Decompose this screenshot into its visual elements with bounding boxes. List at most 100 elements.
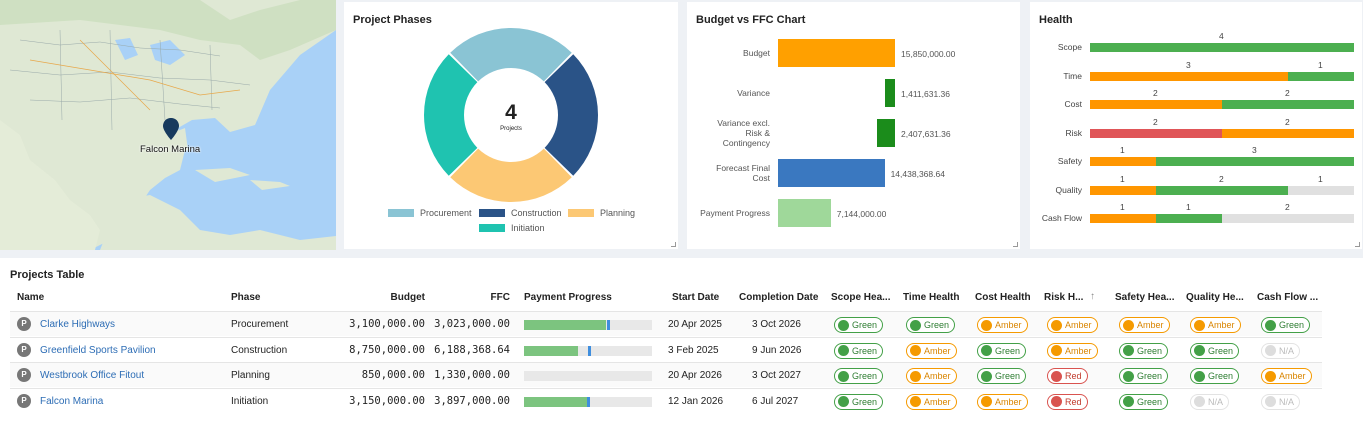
bar-label: Payment Progress	[700, 208, 770, 218]
column-header[interactable]: Budget	[390, 292, 425, 303]
health-status-badge: Green	[1261, 317, 1311, 333]
bar-value-label: 2,407,631.36	[901, 129, 951, 139]
donut-slice-procurement[interactable]	[450, 27, 572, 82]
health-bar-segment[interactable]	[1090, 157, 1156, 166]
health-bar-segment[interactable]	[1156, 185, 1288, 195]
map-panel[interactable]: Falcon Marina	[0, 0, 336, 250]
donut-slice-initiation[interactable]	[424, 54, 478, 176]
sort-arrow-up-icon[interactable]: ↑	[1090, 291, 1095, 302]
health-segment-count: 2	[1285, 116, 1290, 127]
health-status-badge: Amber	[977, 317, 1028, 333]
bar[interactable]	[778, 159, 885, 187]
health-bar-segment[interactable]	[1156, 214, 1222, 223]
project-name-link[interactable]: Clarke Highways	[40, 319, 116, 330]
health-bar-segment[interactable]	[1222, 214, 1354, 223]
table-row[interactable]: P Falcon Marina Initiation 3,150,000.00 3,89…	[10, 387, 1322, 413]
table-row[interactable]: P Greenfield Sports Pavilion Construction 8…	[10, 336, 1322, 362]
health-bar-segment[interactable]	[1288, 185, 1354, 195]
health-segment-count: 1	[1186, 202, 1191, 212]
status-dot-icon	[1051, 370, 1062, 382]
project-name-link[interactable]: Westbrook Office Fitout	[40, 370, 145, 381]
status-dot-icon	[838, 319, 849, 331]
health-bar-segment[interactable]	[1090, 214, 1156, 223]
map-marker-label: Falcon Marina	[140, 144, 201, 155]
health-bar-segment[interactable]	[1090, 185, 1156, 195]
health-bar-segment[interactable]	[1090, 71, 1288, 81]
map-marker-icon[interactable]	[162, 117, 180, 141]
status-label: Amber	[1065, 320, 1092, 330]
column-header[interactable]: FFC	[490, 292, 510, 303]
donut-slice-construction[interactable]	[544, 54, 598, 176]
status-label: N/A	[1208, 396, 1224, 407]
column-header[interactable]: Quality He...	[1186, 292, 1244, 303]
health-bar-segment[interactable]	[1090, 100, 1222, 109]
status-dot-icon	[1194, 345, 1205, 356]
payment-progress-bar	[524, 396, 652, 407]
legend-swatch	[479, 224, 505, 232]
health-bar-segment[interactable]	[1222, 100, 1354, 109]
status-label: Amber	[924, 396, 951, 407]
project-icon: P	[17, 342, 31, 357]
bar[interactable]	[778, 199, 831, 227]
legend-label: Construction	[511, 208, 562, 218]
column-header[interactable]: Cost Health	[975, 292, 1031, 303]
column-header[interactable]: Completion Date	[739, 292, 819, 303]
status-dot-icon	[1194, 319, 1205, 331]
resize-handle[interactable]	[671, 242, 676, 247]
column-header[interactable]: Phase	[231, 292, 261, 303]
health-bar-segment[interactable]	[1288, 71, 1354, 81]
donut-slice-planning[interactable]	[450, 148, 572, 202]
column-header[interactable]: Payment Progress	[524, 292, 612, 303]
legend-item-construction[interactable]: Construction	[479, 208, 562, 218]
legend-swatch	[388, 209, 414, 217]
health-row-label: Cost	[1064, 99, 1082, 109]
column-header[interactable]: Cash Flow ...	[1257, 292, 1319, 303]
status-label: Amber	[1065, 345, 1092, 356]
column-header[interactable]: Risk H...	[1044, 292, 1084, 303]
completion-date-cell: 9 Jun 2026	[752, 344, 802, 356]
status-label: Amber	[995, 320, 1022, 330]
table-row[interactable]: P Westbrook Office Fitout Planning 850,000.…	[10, 362, 1322, 387]
project-name-link[interactable]: Falcon Marina	[40, 395, 104, 407]
status-dot-icon	[910, 370, 921, 382]
health-bar-segment[interactable]	[1222, 128, 1354, 138]
column-header[interactable]: Name	[17, 292, 45, 303]
bar[interactable]	[884, 79, 895, 107]
status-dot-icon	[838, 396, 849, 407]
legend-swatch	[479, 209, 505, 217]
health-row-label: Time	[1063, 70, 1082, 81]
donut-chart[interactable]	[344, 2, 678, 202]
health-status-badge: Green	[1119, 342, 1169, 359]
resize-handle[interactable]	[1013, 242, 1018, 247]
health-bar-segment[interactable]	[1156, 157, 1354, 166]
resize-handle[interactable]	[1355, 242, 1360, 247]
legend-item-procurement[interactable]: Procurement	[388, 208, 472, 218]
legend-item-planning[interactable]: Planning	[568, 208, 635, 218]
column-header[interactable]: Safety Hea...	[1115, 292, 1175, 303]
start-date-cell: 20 Apr 2025	[668, 319, 722, 330]
health-segment-count: 1	[1318, 59, 1323, 70]
legend-item-initiation[interactable]: Initiation	[479, 223, 545, 233]
status-label: Green	[995, 345, 1021, 356]
status-dot-icon	[910, 345, 921, 356]
status-dot-icon	[1194, 396, 1205, 407]
health-bar-segment[interactable]	[1090, 43, 1354, 52]
health-bar-segment[interactable]	[1090, 128, 1222, 138]
table-row[interactable]: P Clarke Highways Procurement 3,100,000.00 3…	[10, 311, 1322, 336]
panel-title: Budget vs FFC Chart	[696, 14, 806, 26]
health-status-badge: Green	[1190, 342, 1240, 359]
column-header[interactable]: Time Health	[903, 292, 960, 303]
status-dot-icon	[1051, 319, 1062, 331]
health-row-label: Quality	[1055, 184, 1082, 195]
bar[interactable]	[877, 119, 895, 147]
column-header[interactable]: Scope Hea...	[831, 292, 891, 303]
health-status-badge: Amber	[1261, 368, 1312, 384]
status-dot-icon	[1265, 319, 1276, 331]
column-header[interactable]: Start Date	[672, 292, 720, 303]
phase-cell: Construction	[231, 344, 288, 356]
bar[interactable]	[778, 39, 895, 67]
status-dot-icon	[1123, 345, 1134, 356]
status-label: Green	[852, 345, 878, 356]
payment-progress-fill	[524, 320, 606, 330]
project-name-link[interactable]: Greenfield Sports Pavilion	[40, 344, 156, 356]
